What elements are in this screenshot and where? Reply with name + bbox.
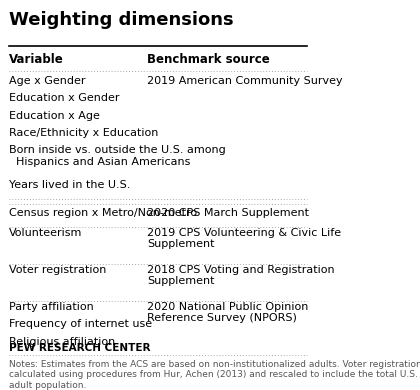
Text: Frequency of internet use: Frequency of internet use	[9, 319, 152, 329]
Text: Age x Gender: Age x Gender	[9, 76, 86, 86]
Text: Variable: Variable	[9, 53, 64, 66]
Text: 2019 American Community Survey: 2019 American Community Survey	[147, 76, 343, 86]
Text: Census region x Metro/Non-metro: Census region x Metro/Non-metro	[9, 208, 197, 218]
Text: Party affiliation: Party affiliation	[9, 302, 94, 312]
Text: Religious affiliation: Religious affiliation	[9, 337, 116, 347]
Text: Race/Ethnicity x Education: Race/Ethnicity x Education	[9, 128, 159, 138]
Text: Weighting dimensions: Weighting dimensions	[9, 11, 234, 29]
Text: 2019 CPS Volunteering & Civic Life
Supplement: 2019 CPS Volunteering & Civic Life Suppl…	[147, 228, 341, 250]
Text: Benchmark source: Benchmark source	[147, 53, 270, 66]
Text: Education x Gender: Education x Gender	[9, 93, 120, 103]
Text: PEW RESEARCH CENTER: PEW RESEARCH CENTER	[9, 343, 151, 353]
Text: Volunteerism: Volunteerism	[9, 228, 83, 238]
Text: Notes: Estimates from the ACS are based on non-institutionalized adults. Voter r: Notes: Estimates from the ACS are based …	[9, 360, 420, 390]
Text: Years lived in the U.S.: Years lived in the U.S.	[9, 180, 131, 190]
Text: Education x Age: Education x Age	[9, 110, 100, 121]
Text: Born inside vs. outside the U.S. among
  Hispanics and Asian Americans: Born inside vs. outside the U.S. among H…	[9, 145, 226, 167]
Text: 2018 CPS Voting and Registration
Supplement: 2018 CPS Voting and Registration Supplem…	[147, 265, 335, 286]
Text: Voter registration: Voter registration	[9, 265, 107, 275]
Text: 2020 CPS March Supplement: 2020 CPS March Supplement	[147, 208, 309, 218]
Text: 2020 National Public Opinion
Reference Survey (NPORS): 2020 National Public Opinion Reference S…	[147, 302, 308, 323]
